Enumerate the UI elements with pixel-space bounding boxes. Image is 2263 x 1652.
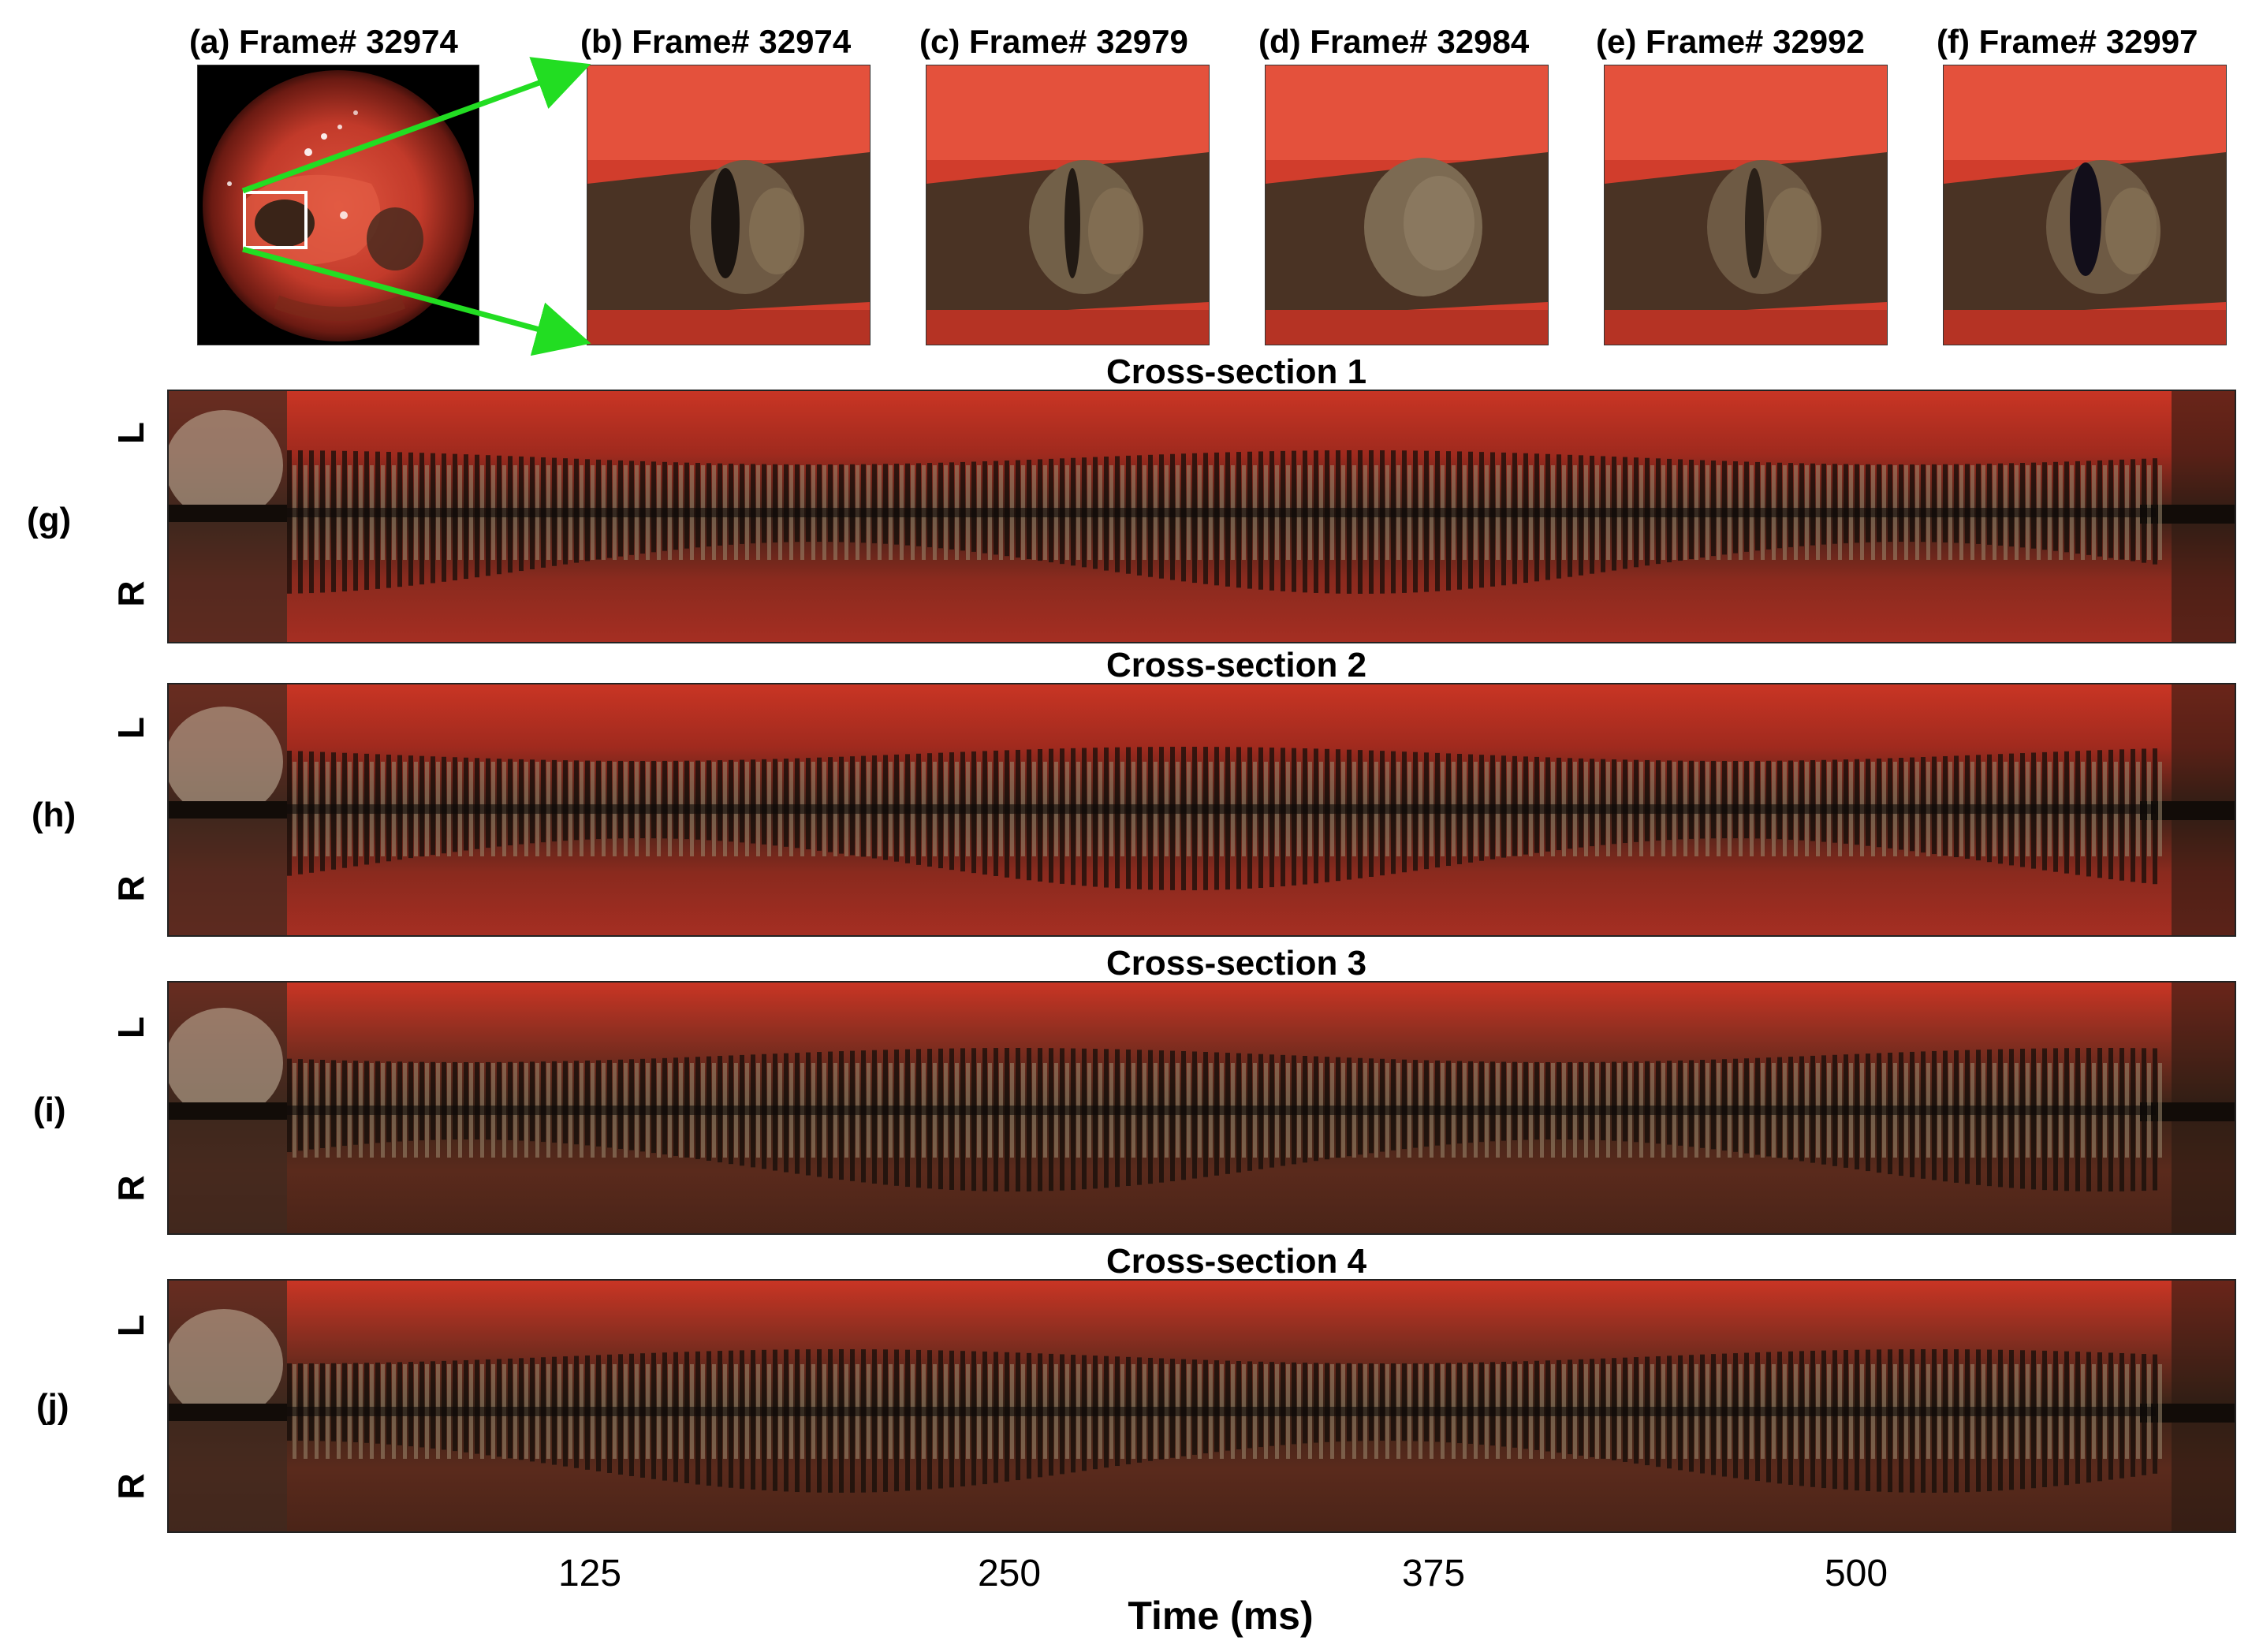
x-tick-375: 375: [1401, 1553, 1466, 1594]
panel-b-image: [587, 65, 871, 345]
x-tick-125: 125: [557, 1553, 622, 1594]
panel-d-image: [1265, 65, 1549, 345]
roi-box: [243, 191, 308, 249]
kymo-2-title: Cross-section 2: [1105, 646, 1367, 684]
kymo-2-left-label: L: [110, 716, 151, 740]
panel-e-image: [1604, 65, 1888, 345]
kymo-1-left-label: L: [110, 421, 151, 445]
x-tick-500: 500: [1824, 1553, 1888, 1594]
panel-b-title: (b) Frame# 32974: [580, 23, 852, 60]
panel-f-image: [1943, 65, 2227, 345]
panel-a-title: (a) Frame# 32974: [189, 23, 458, 60]
kymo-3-right-label: R: [110, 1175, 151, 1202]
kymograph-4: [167, 1279, 2236, 1533]
x-axis-title: Time (ms): [1128, 1594, 1314, 1638]
kymo-3-panel-label: (i): [33, 1091, 66, 1129]
x-tick-250: 250: [977, 1553, 1042, 1594]
panel-e-title: (e) Frame# 32992: [1596, 23, 1865, 60]
kymo-4-panel-label: (j): [36, 1387, 69, 1426]
panel-c-title: (c) Frame# 32979: [919, 23, 1188, 60]
kymo-2-panel-label: (h): [32, 796, 76, 834]
kymo-2-right-label: R: [110, 875, 151, 902]
kymograph-3: [167, 981, 2236, 1235]
kymo-3-left-label: L: [110, 1016, 151, 1039]
kymo-4-left-label: L: [110, 1314, 151, 1337]
kymo-4-right-label: R: [110, 1473, 151, 1500]
panel-a-image: [197, 65, 479, 345]
kymo-3-title: Cross-section 3: [1105, 944, 1367, 983]
panel-f-title: (f) Frame# 32997: [1937, 23, 2198, 60]
kymo-1-title: Cross-section 1: [1105, 352, 1367, 391]
kymograph-1: [167, 390, 2236, 643]
kymo-1-right-label: R: [110, 580, 151, 607]
kymo-1-panel-label: (g): [27, 501, 72, 539]
panel-c-image: [926, 65, 1210, 345]
panel-d-title: (d) Frame# 32984: [1258, 23, 1530, 60]
kymograph-2: [167, 683, 2236, 937]
kymo-4-title: Cross-section 4: [1105, 1242, 1367, 1281]
